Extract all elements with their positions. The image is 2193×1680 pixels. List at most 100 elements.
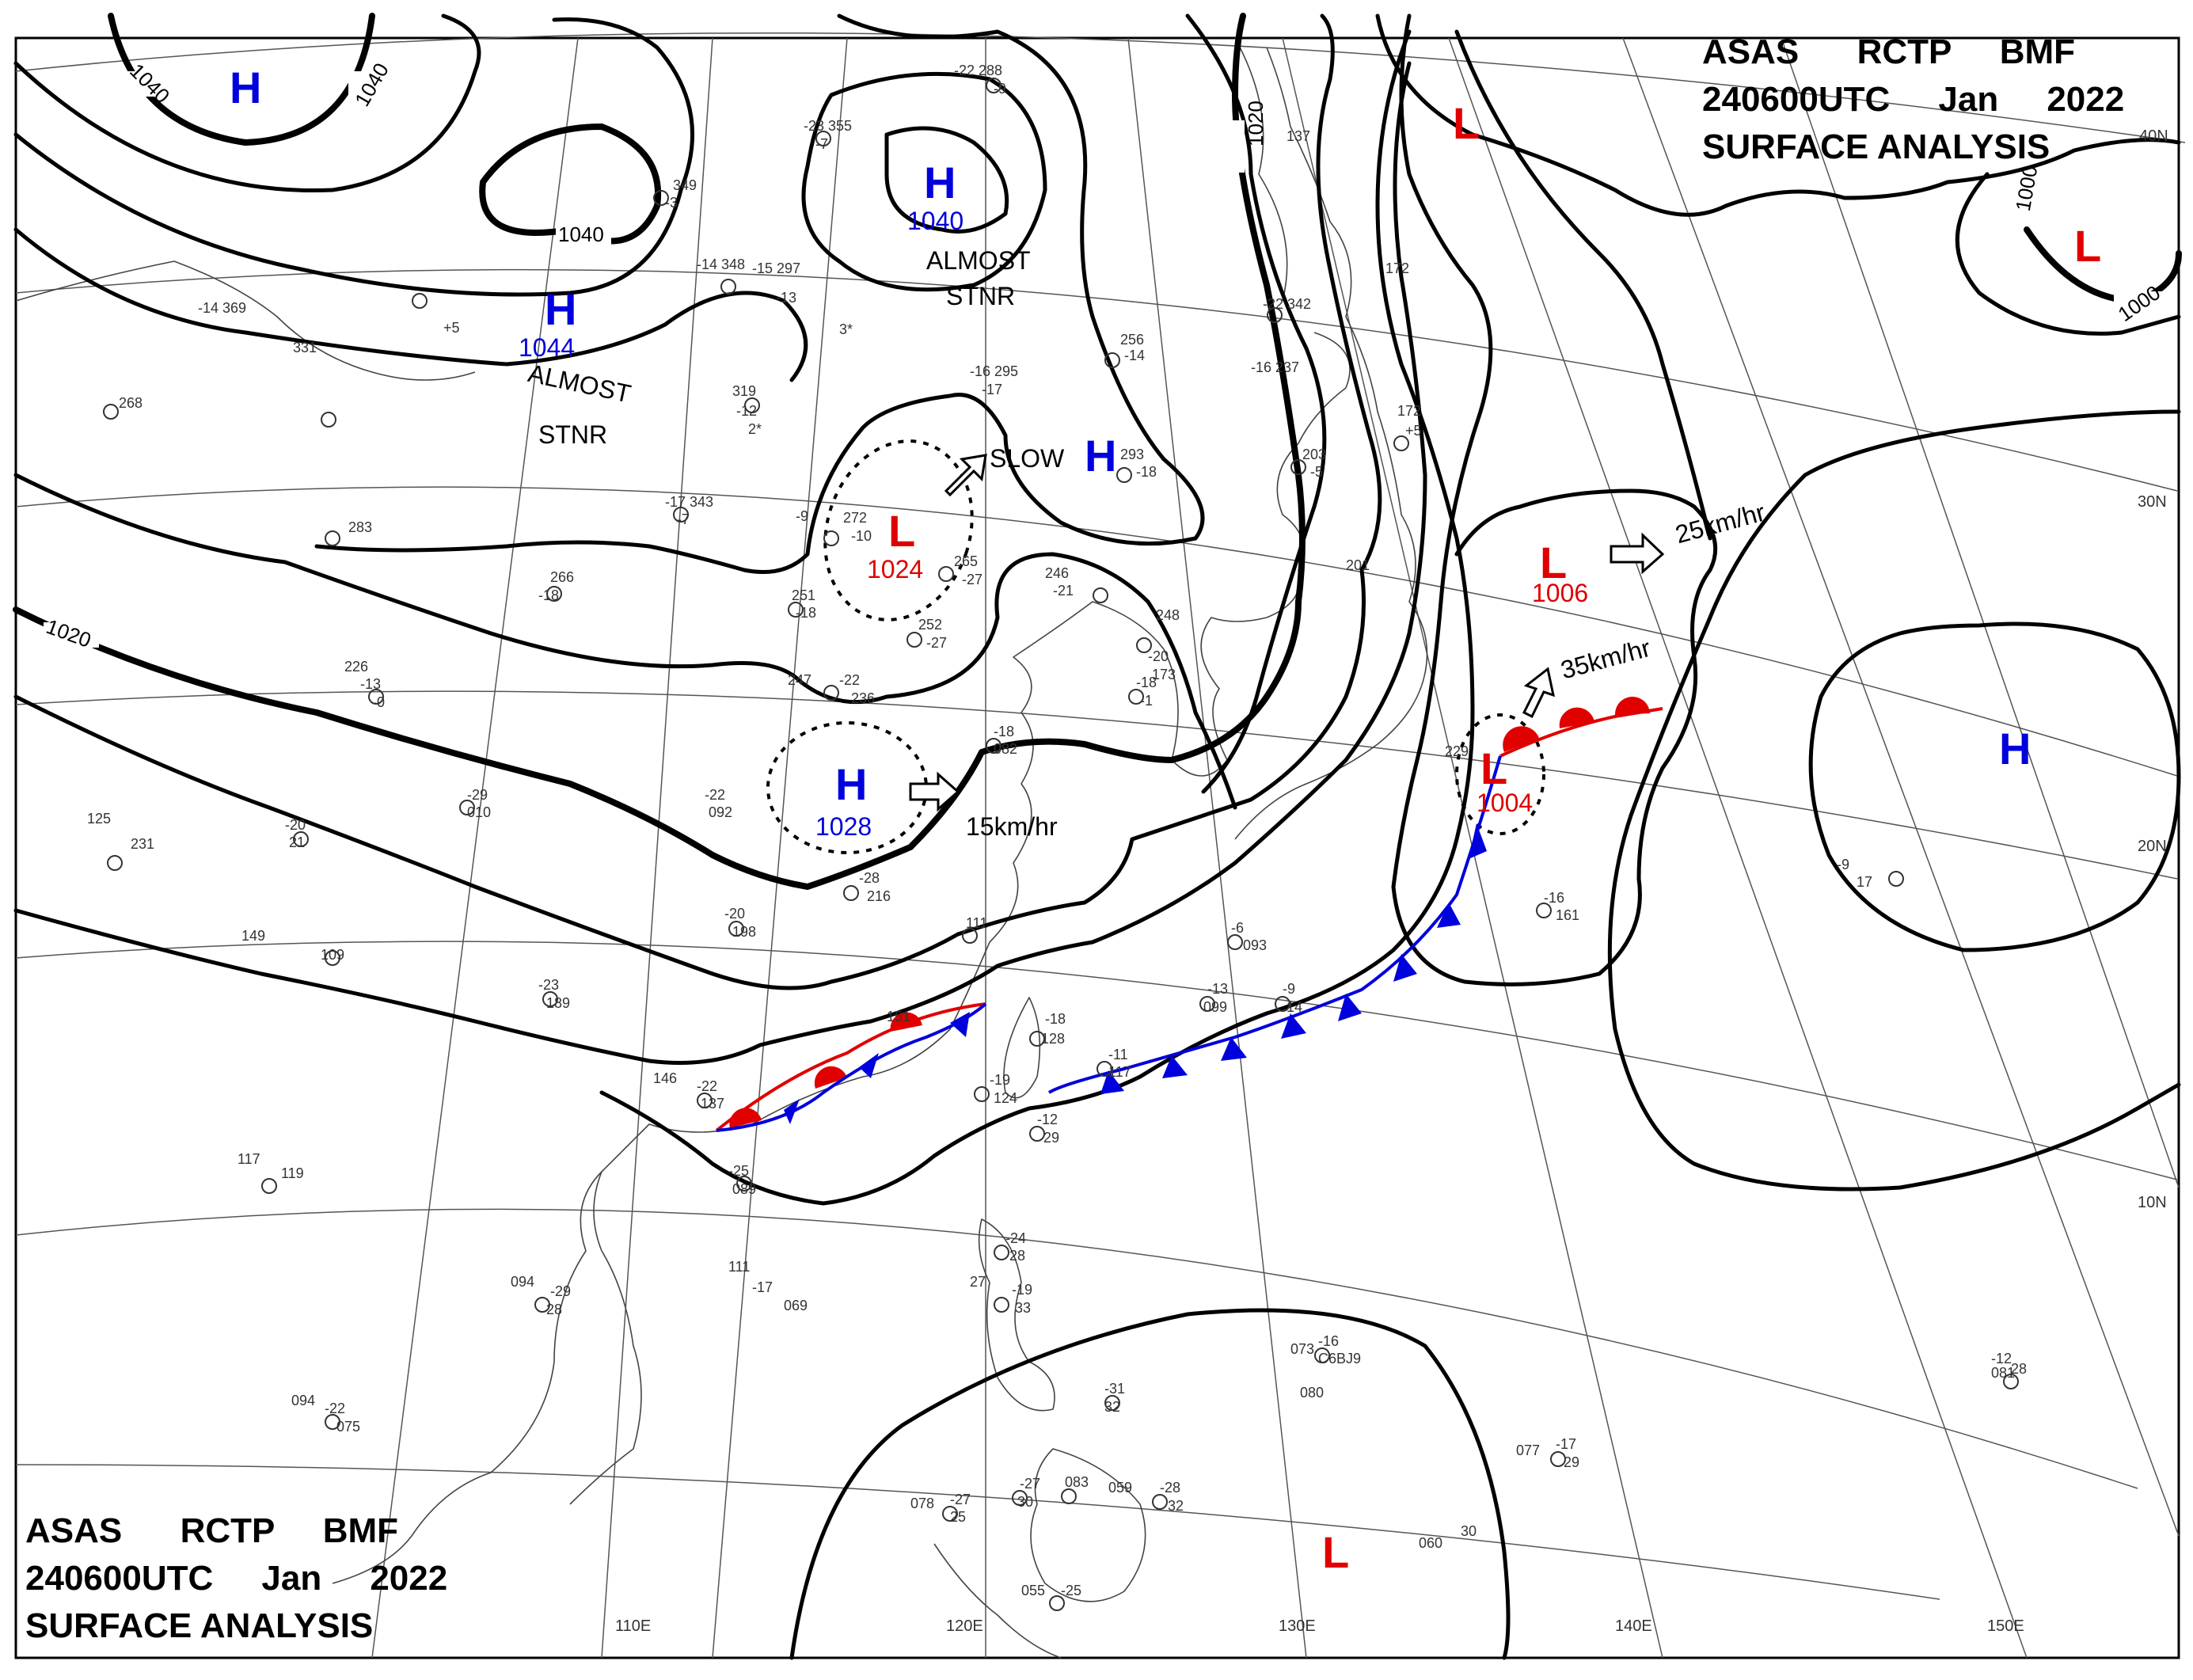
station-value: -25	[728, 1163, 749, 1179]
high-center-pressure: 1044	[519, 333, 575, 362]
high-center-symbol: H	[545, 284, 576, 334]
station-value: 265	[954, 553, 978, 569]
station-circle	[2003, 1374, 2019, 1389]
station-value: 198	[732, 924, 756, 940]
station-value: 319	[732, 383, 756, 399]
station-circle	[823, 530, 839, 546]
station-value: 069	[784, 1298, 808, 1313]
taiwan-coast	[1003, 997, 1041, 1099]
station-value: -7	[677, 511, 690, 527]
map-frame	[14, 36, 2180, 1659]
motion-arrow-15kmhr	[909, 771, 960, 812]
station-value: 092	[709, 804, 732, 820]
station-value: 137	[1287, 128, 1310, 144]
station-value: 189	[546, 995, 570, 1011]
center-note: STNR	[538, 420, 607, 449]
station-value: -22	[705, 787, 725, 803]
station-value: -23 355	[804, 118, 852, 134]
station-value: 268	[119, 395, 143, 411]
high-center-pressure: 1040	[907, 207, 963, 235]
station-value: -9	[796, 508, 808, 524]
station-circle	[107, 855, 123, 871]
station-value: -16	[1544, 890, 1564, 906]
low-center-pressure: 1004	[1477, 789, 1533, 817]
dotted-isobars	[766, 439, 1545, 854]
station-value: -14 369	[198, 300, 246, 316]
station-value: -18	[796, 605, 816, 621]
station-markers	[103, 78, 2019, 1611]
station-value: 010	[467, 804, 491, 820]
chart-header-bottom: ASAS RCTP BMF 240600UTC Jan 2022 SURFACE…	[25, 1511, 447, 1645]
station-circle	[459, 800, 475, 815]
station-value: 251	[792, 587, 815, 603]
vietnam-coast	[332, 1171, 602, 1584]
station-value: -28	[1160, 1480, 1180, 1496]
station-circle	[1275, 996, 1290, 1012]
station-value: 173	[1152, 667, 1176, 682]
station-value: -16 237	[1251, 359, 1299, 375]
station-value: 247	[788, 672, 811, 688]
station-value: 094	[291, 1393, 315, 1408]
station-circle	[994, 1297, 1009, 1313]
station-value: 21	[289, 834, 305, 850]
station-value: 30	[1461, 1523, 1477, 1539]
station-circle	[1152, 1494, 1168, 1510]
cold-front-west	[716, 1002, 987, 1132]
station-value: 32	[1168, 1498, 1184, 1514]
isobar-label: 1040	[558, 222, 604, 246]
siberia-coast	[15, 260, 476, 381]
center-note: ALMOST	[526, 359, 633, 409]
station-circle	[1888, 871, 1904, 887]
station-value: -14 348	[697, 257, 745, 272]
motion-arrow-35kmhr	[1522, 667, 1556, 719]
station-value: -18	[1136, 464, 1157, 480]
station-value: 078	[910, 1496, 934, 1511]
station-circle	[823, 685, 839, 701]
isobars	[13, 13, 2182, 1660]
low-center-symbol: L	[1453, 98, 1480, 148]
longitude-label: 130E	[1279, 1617, 1316, 1635]
header-line-2: 240600UTC Jan 2022	[1702, 80, 2124, 119]
station-value: -22 342	[1263, 296, 1311, 312]
station-value: -29	[550, 1283, 571, 1299]
station-circle	[261, 1178, 277, 1194]
station-value: C6BJ9	[1318, 1351, 1361, 1366]
station-value: 30	[1017, 1494, 1033, 1510]
station-circle	[1049, 1595, 1065, 1611]
station-value: 29	[1043, 1130, 1059, 1146]
station-circle	[542, 991, 558, 1007]
station-value: 149	[241, 928, 265, 944]
station-value: -13	[360, 676, 381, 692]
station-value: 111	[728, 1259, 750, 1275]
station-circle	[1029, 1031, 1045, 1047]
station-value: -19	[1012, 1282, 1032, 1298]
station-value: -1	[1140, 693, 1153, 709]
station-value: -15 297	[752, 260, 800, 276]
station-value: -27	[950, 1492, 971, 1507]
latitude-label: 30N	[2138, 493, 2167, 511]
station-value: 226	[344, 659, 368, 675]
warm-front-east	[1499, 697, 1663, 758]
low-center-symbol: L	[1322, 1527, 1349, 1577]
station-value: 083	[1065, 1474, 1089, 1490]
station-circle	[321, 412, 336, 428]
high-center-symbol: H	[924, 158, 956, 207]
station-value: -13	[776, 290, 796, 306]
station-value: 075	[336, 1419, 360, 1435]
station-circle	[1267, 307, 1283, 323]
station-circle	[673, 507, 689, 523]
station-circle	[815, 131, 831, 146]
station-circle	[103, 404, 119, 420]
chart-header-top: ASAS RCTP BMF 240600UTC Jan 2022 SURFACE…	[1702, 32, 2124, 166]
low-center-pressure: 1006	[1532, 579, 1588, 607]
station-value: -23	[538, 977, 559, 993]
station-value: -22	[697, 1078, 717, 1094]
motion-arrow-25kmhr	[1610, 532, 1665, 575]
station-value: -22	[325, 1401, 345, 1416]
station-circle	[906, 632, 922, 648]
coastlines	[15, 37, 1428, 1659]
station-value: 124	[994, 1090, 1017, 1106]
station-value: -31	[1104, 1381, 1125, 1397]
station-circle	[1116, 467, 1132, 483]
